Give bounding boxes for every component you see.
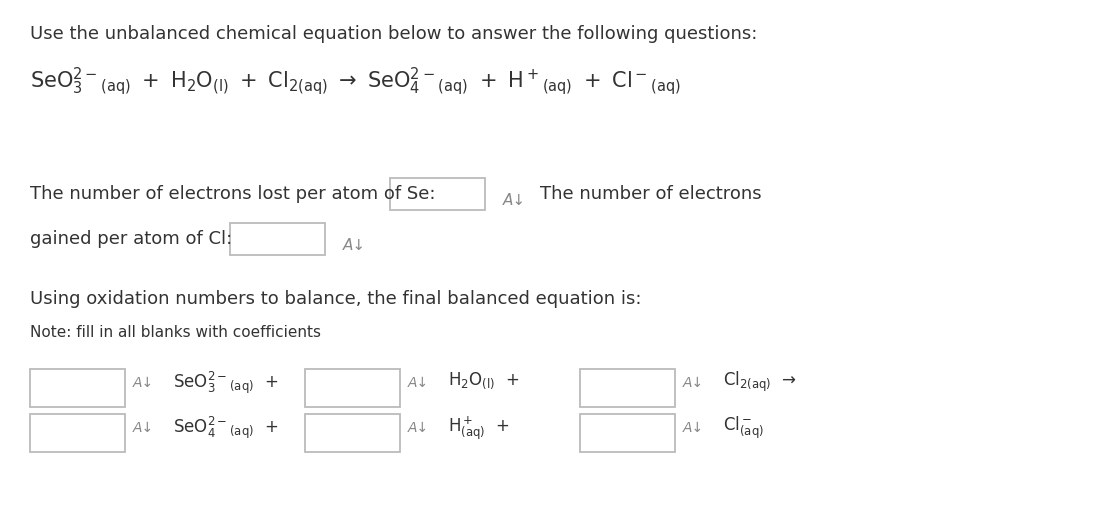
Text: $\mathrm{SeO_3^{2-}}$$_\mathrm{(aq)}$$\mathrm{\ +\ H_2O_{(l)}\ +\ Cl_{2(aq)}\ \r: $\mathrm{SeO_3^{2-}}$$_\mathrm{(aq)}$$\m… (30, 65, 682, 97)
Text: A↓: A↓ (133, 376, 154, 390)
Text: $\mathrm{SeO_3^{2-}}$$\mathrm{_{(aq)}}$  +: $\mathrm{SeO_3^{2-}}$$\mathrm{_{(aq)}}$ … (173, 370, 278, 396)
Text: A↓: A↓ (344, 238, 366, 253)
Text: A↓: A↓ (408, 376, 429, 390)
FancyBboxPatch shape (305, 414, 400, 452)
FancyBboxPatch shape (230, 223, 325, 255)
Text: Using oxidation numbers to balance, the final balanced equation is:: Using oxidation numbers to balance, the … (30, 290, 641, 308)
FancyBboxPatch shape (580, 414, 675, 452)
Text: $\mathrm{Cl^-_{(aq)}}$: $\mathrm{Cl^-_{(aq)}}$ (723, 415, 764, 441)
Text: A↓: A↓ (503, 193, 526, 208)
Text: $\mathrm{SeO_4^{2-}}$$\mathrm{_{(aq)}}$  +: $\mathrm{SeO_4^{2-}}$$\mathrm{_{(aq)}}$ … (173, 415, 278, 441)
Text: The number of electrons: The number of electrons (540, 185, 761, 203)
Text: A↓: A↓ (408, 421, 429, 435)
FancyBboxPatch shape (580, 369, 675, 407)
Text: Use the unbalanced chemical equation below to answer the following questions:: Use the unbalanced chemical equation bel… (30, 25, 757, 43)
Text: A↓: A↓ (683, 376, 705, 390)
Text: $\mathrm{H^+_{(aq)}}$  +: $\mathrm{H^+_{(aq)}}$ + (449, 415, 510, 443)
FancyBboxPatch shape (30, 414, 125, 452)
FancyBboxPatch shape (389, 178, 485, 210)
Text: $\mathrm{H_2O_{(l)}}$  +: $\mathrm{H_2O_{(l)}}$ + (449, 370, 520, 390)
Text: A↓: A↓ (683, 421, 705, 435)
Text: $\mathrm{Cl_{2(aq)}}$  →: $\mathrm{Cl_{2(aq)}}$ → (723, 370, 796, 394)
Text: gained per atom of Cl:: gained per atom of Cl: (30, 230, 232, 248)
Text: Note: fill in all blanks with coefficients: Note: fill in all blanks with coefficien… (30, 325, 321, 340)
FancyBboxPatch shape (30, 369, 125, 407)
Text: The number of electrons lost per atom of Se:: The number of electrons lost per atom of… (30, 185, 435, 203)
FancyBboxPatch shape (305, 369, 400, 407)
Text: A↓: A↓ (133, 421, 154, 435)
